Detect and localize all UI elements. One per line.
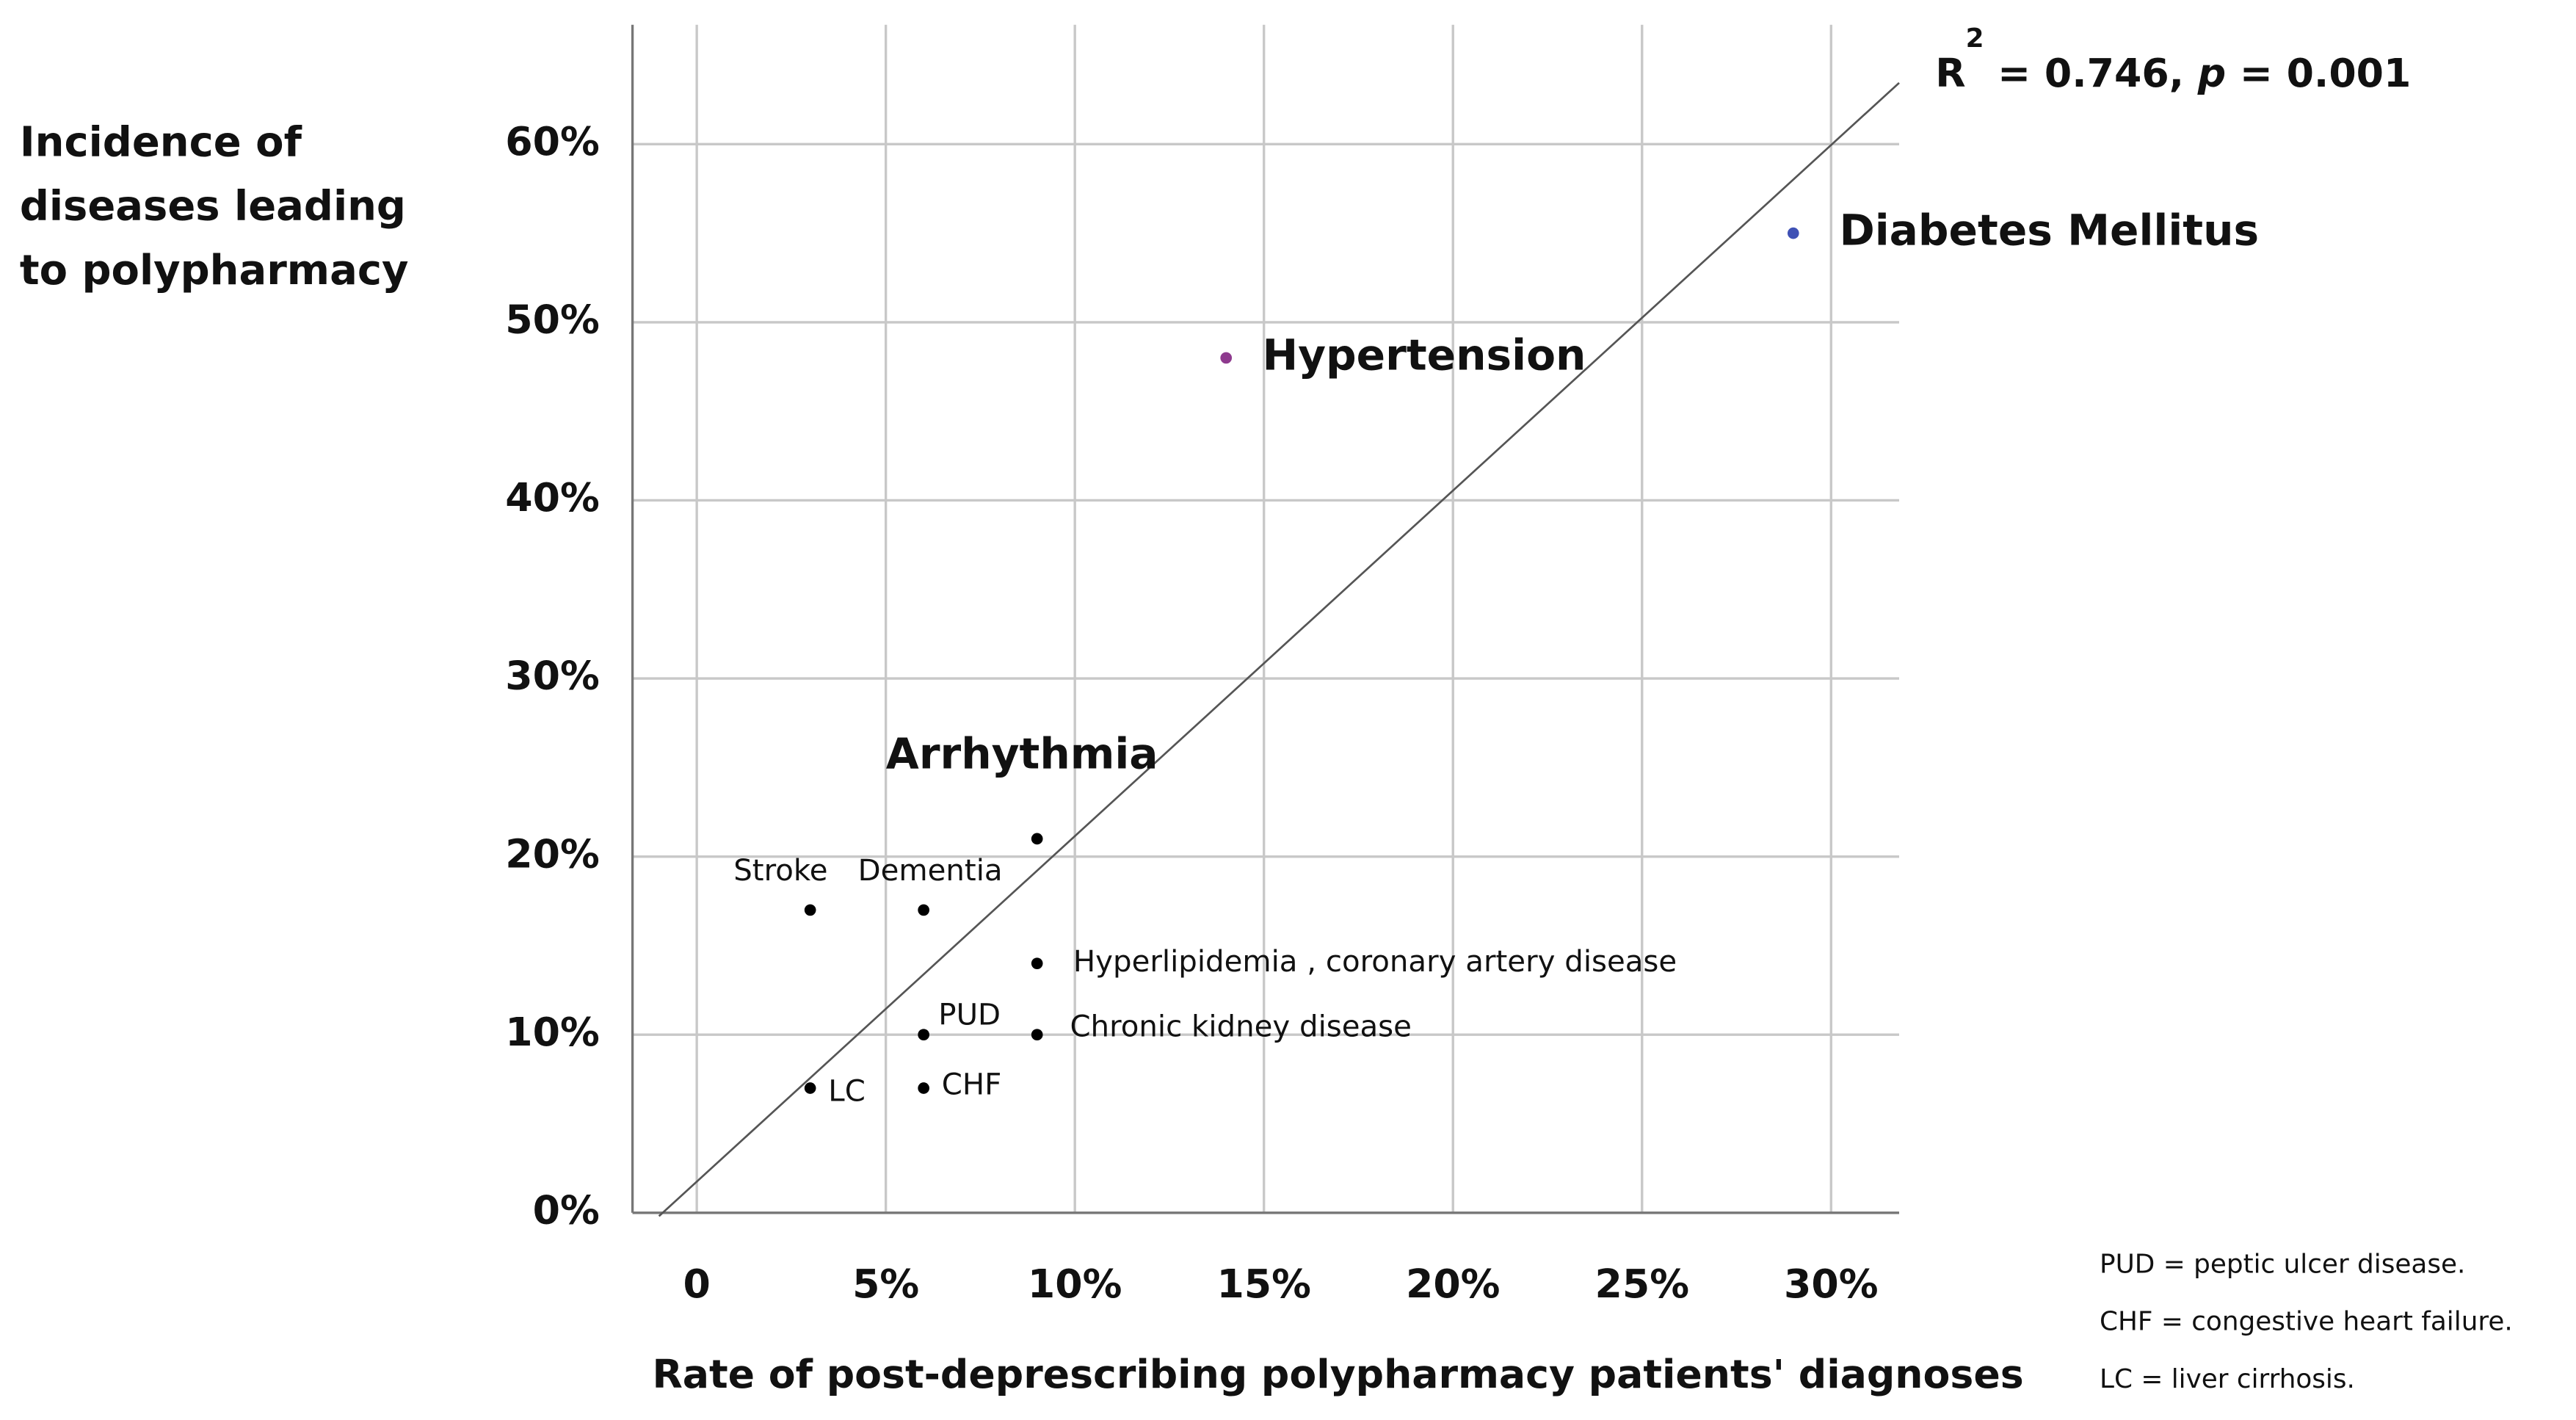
y-tick-label: 20% xyxy=(505,830,600,877)
y-tick-label: 30% xyxy=(505,653,600,699)
point xyxy=(1031,1029,1043,1041)
point xyxy=(1787,227,1799,239)
x-tick-label: 10% xyxy=(1028,1261,1122,1307)
x-axis-label: Rate of post-deprescribing polypharmacy … xyxy=(652,1351,2023,1397)
y-tick-label: 50% xyxy=(505,297,600,343)
point xyxy=(918,1029,930,1041)
x-tick-label: 0 xyxy=(683,1261,710,1307)
footnote: LC = liver cirrhosis. xyxy=(2100,1364,2355,1394)
point xyxy=(1031,957,1043,970)
y-tick-label: 60% xyxy=(505,118,600,164)
point-label: Arrhythmia xyxy=(886,729,1158,779)
footnote: PUD = peptic ulcer disease. xyxy=(2100,1249,2465,1279)
point-label: PUD xyxy=(938,999,1001,1032)
point-label: CHF xyxy=(942,1068,1002,1102)
y-axis-label: diseases leading xyxy=(20,183,406,231)
point-label: LC xyxy=(828,1075,866,1109)
annotation-part: p xyxy=(2197,50,2226,96)
y-axis-label: Incidence of xyxy=(20,118,302,166)
x-tick-label: 25% xyxy=(1595,1261,1690,1307)
point xyxy=(804,1082,816,1094)
x-tick-label: 20% xyxy=(1406,1261,1501,1307)
point-label: Dementia xyxy=(858,854,1003,888)
y-tick-label: 40% xyxy=(505,474,600,521)
point xyxy=(1031,833,1043,845)
annotation-part: = 0.746, xyxy=(1984,50,2197,96)
y-tick-label: 10% xyxy=(505,1009,600,1055)
trendline xyxy=(658,81,1900,1217)
x-tick-label: 5% xyxy=(852,1261,919,1307)
x-tick-label: 30% xyxy=(1784,1261,1879,1307)
footnote: CHF = congestive heart failure. xyxy=(2100,1307,2513,1337)
y-axis-label: to polypharmacy xyxy=(20,247,409,294)
annotation-part: 2 xyxy=(1966,23,1984,54)
point xyxy=(918,1082,930,1094)
point-label: Hyperlipidemia , coronary artery disease xyxy=(1073,945,1677,979)
point-label: Chronic kidney disease xyxy=(1070,1010,1412,1043)
point xyxy=(804,904,816,916)
annotation-part: R xyxy=(1935,50,1965,96)
point xyxy=(1220,352,1233,364)
x-tick-label: 15% xyxy=(1216,1261,1311,1307)
point-label: Hypertension xyxy=(1262,330,1586,380)
point-label: Diabetes Mellitus xyxy=(1839,206,2259,256)
annotation-part: = 0.001 xyxy=(2226,50,2411,96)
annotation: R2 = 0.746, p = 0.001 xyxy=(1935,23,2411,96)
point-label: Stroke xyxy=(733,854,827,888)
point xyxy=(918,904,930,916)
y-tick-label: 0% xyxy=(533,1187,600,1233)
